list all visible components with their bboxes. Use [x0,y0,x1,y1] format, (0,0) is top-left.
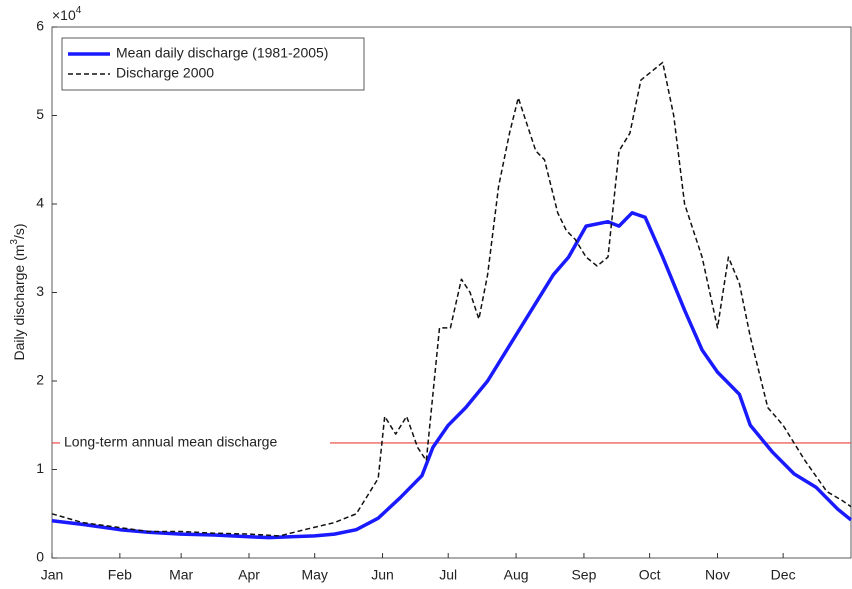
x-tick-label: Nov [705,567,730,583]
y-axis-label: Daily discharge (m3/s) [9,223,27,360]
plot-area [51,26,852,559]
y-multiplier-exp: 4 [76,5,82,16]
legend-box [61,37,365,91]
series-line [51,211,852,540]
y-multiplier: ×104 [52,5,82,23]
x-tick-label: Apr [238,567,260,583]
y-tick-label: 2 [36,372,44,388]
x-tick-label: Oct [639,567,661,583]
x-tick-label: Jan [41,567,64,583]
y-label-part: /s) [11,223,27,239]
reference-label-bg [60,432,330,453]
reference-label: Long-term annual mean discharge [64,434,277,450]
y-label-sup: 3 [9,239,20,245]
legend-label: Mean daily discharge (1981-2005) [116,45,328,61]
x-tick-label: Jul [439,567,457,583]
y-tick-label: 6 [36,18,44,34]
y-tick-label: 0 [36,549,44,565]
y-multiplier-base: ×10 [52,7,76,23]
x-tick-label: Aug [504,567,529,583]
y-tick-label: 1 [36,460,44,476]
x-tick-label: Feb [108,567,132,583]
y-tick-label: 5 [36,106,44,122]
series-line [51,61,852,537]
x-tick-label: May [301,567,327,583]
x-tick-label: Sep [571,567,596,583]
legend-label: Discharge 2000 [116,65,214,81]
y-label-part: Daily discharge (m [11,245,27,361]
x-tick-label: Dec [771,567,796,583]
x-tick-label: Mar [169,567,193,583]
y-tick-label: 4 [36,195,44,211]
y-tick-label: 3 [36,283,44,299]
x-tick-label: Jun [371,567,394,583]
